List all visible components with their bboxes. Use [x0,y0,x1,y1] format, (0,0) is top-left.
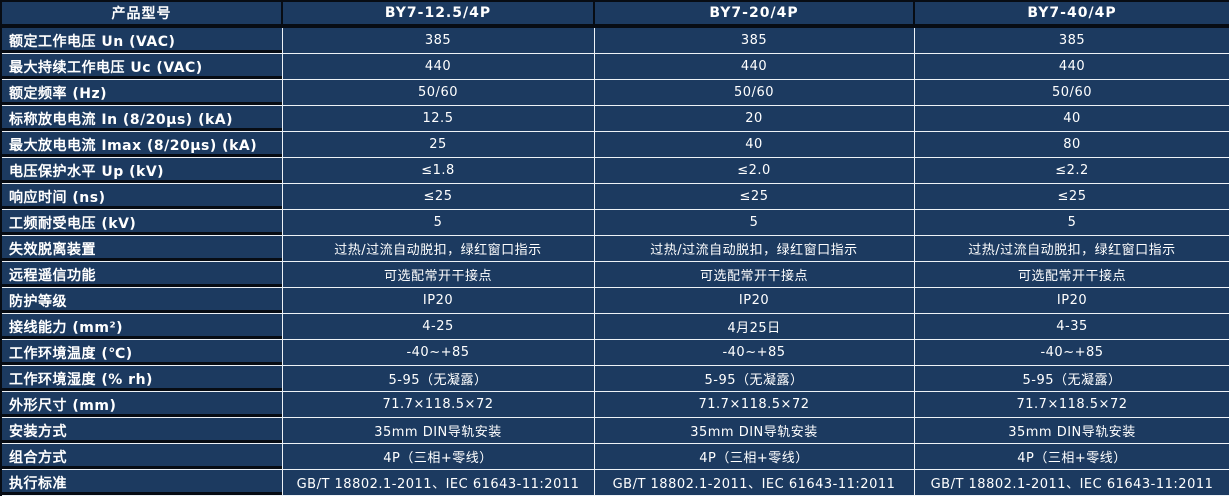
cell-value: IP20 [281,287,595,314]
row-label: 组合方式 [0,443,283,470]
table-row: 最大放电电流 Imax (8/20μs) (kA) 25 40 80 [0,131,1229,158]
cell-value: 过热/过流自动脱扣，绿红窗口指示 [913,235,1229,262]
cell-value: 5-95（无凝露） [913,365,1229,392]
cell-value: 440 [913,53,1229,80]
cell-value: 80 [913,131,1229,158]
table-row: 工作环境湿度 (% rh) 5-95（无凝露） 5-95（无凝露） 5-95（无凝露） [0,365,1229,392]
table-row: 最大持续工作电压 Uc (VAC) 440 440 440 [0,53,1229,80]
cell-value: 385 [281,25,595,54]
cell-value: 35mm DIN导轨安装 [913,417,1229,444]
cell-value: 12.5 [281,105,595,132]
table-row: 外形尺寸 (mm) 71.7×118.5×72 71.7×118.5×72 71.7×… [0,391,1229,418]
cell-value: 4P（三相+零线） [281,443,595,470]
cell-value: 385 [593,25,915,54]
row-label: 工作环境湿度 (% rh) [0,365,283,392]
cell-value: 71.7×118.5×72 [281,391,595,418]
row-label: 接线能力 (mm²) [0,313,283,340]
cell-value: ≤25 [913,183,1229,210]
row-label: 电压保护水平 Up (kV) [0,157,283,184]
cell-value: 5 [281,209,595,236]
table-row: 组合方式 4P（三相+零线） 4P（三相+零线） 4P（三相+零线） [0,443,1229,470]
cell-value: 440 [281,53,595,80]
cell-value: IP20 [913,287,1229,314]
row-label: 失效脱离装置 [0,235,283,262]
cell-value: 71.7×118.5×72 [593,391,915,418]
row-label: 安装方式 [0,417,283,444]
cell-value: 可选配常开干接点 [913,261,1229,288]
table-row: 安装方式 35mm DIN导轨安装 35mm DIN导轨安装 35mm DIN导轨安装 [0,417,1229,444]
cell-value: GB/T 18802.1-2011、IEC 61643-11:2011 [593,469,915,496]
row-label: 远程遥信功能 [0,261,283,288]
cell-value: GB/T 18802.1-2011、IEC 61643-11:2011 [281,469,595,496]
cell-value: 4-25 [281,313,595,340]
table-row: 额定频率 (Hz) 50/60 50/60 50/60 [0,79,1229,106]
cell-value: GB/T 18802.1-2011、IEC 61643-11:2011 [913,469,1229,496]
row-label: 防护等级 [0,287,283,314]
spec-table-body: 额定工作电压 Un (VAC) 385 385 385 最大持续工作电压 Uc (VAC… [0,25,1229,496]
cell-value: -40~+85 [281,339,595,366]
model-header-row: 产品型号 BY7-12.5/4P BY7-20/4P BY7-40/4P [0,0,1229,28]
cell-value: ≤25 [281,183,595,210]
cell-value: 35mm DIN导轨安装 [593,417,915,444]
row-label: 最大持续工作电压 Uc (VAC) [0,53,283,80]
row-label: 额定频率 (Hz) [0,79,283,106]
cell-value: 5 [593,209,915,236]
cell-value: 40 [913,105,1229,132]
table-row: 工作环境温度 (℃) -40~+85 -40~+85 -40~+85 [0,339,1229,366]
table-row: 远程遥信功能 可选配常开干接点 可选配常开干接点 可选配常开干接点 [0,261,1229,288]
column-header-model-2: BY7-20/4P [593,0,915,28]
cell-value: -40~+85 [913,339,1229,366]
column-header-model-1: BY7-12.5/4P [281,0,595,28]
row-label: 工频耐受电压 (kV) [0,209,283,236]
cell-value: 385 [913,25,1229,54]
cell-value: 5-95（无凝露） [593,365,915,392]
cell-value: 可选配常开干接点 [593,261,915,288]
cell-value: 40 [593,131,915,158]
row-label: 响应时间 (ns) [0,183,283,210]
row-label: 最大放电电流 Imax (8/20μs) (kA) [0,131,283,158]
cell-value: ≤25 [593,183,915,210]
row-label: 额定工作电压 Un (VAC) [0,25,283,54]
cell-value: 4P（三相+零线） [913,443,1229,470]
table-row: 响应时间 (ns) ≤25 ≤25 ≤25 [0,183,1229,210]
cell-value: 35mm DIN导轨安装 [281,417,595,444]
column-header-product-model: 产品型号 [0,0,283,28]
cell-value: 20 [593,105,915,132]
cell-value: IP20 [593,287,915,314]
cell-value: 5 [913,209,1229,236]
table-row: 防护等级 IP20 IP20 IP20 [0,287,1229,314]
table-row: 工频耐受电压 (kV) 5 5 5 [0,209,1229,236]
cell-value: 440 [593,53,915,80]
cell-value: 4-35 [913,313,1229,340]
column-header-model-3: BY7-40/4P [913,0,1229,28]
cell-value: 过热/过流自动脱扣，绿红窗口指示 [281,235,595,262]
table-row: 执行标准 GB/T 18802.1-2011、IEC 61643-11:2011 G… [0,469,1229,496]
cell-value: 过热/过流自动脱扣，绿红窗口指示 [593,235,915,262]
table-row: 失效脱离装置 过热/过流自动脱扣，绿红窗口指示 过热/过流自动脱扣，绿红窗口指示 过热… [0,235,1229,262]
table-row: 电压保护水平 Up (kV) ≤1.8 ≤2.0 ≤2.2 [0,157,1229,184]
cell-value: ≤2.2 [913,157,1229,184]
cell-value: 25 [281,131,595,158]
cell-value: -40~+85 [593,339,915,366]
table-row: 接线能力 (mm²) 4-25 4月25日 4-35 [0,313,1229,340]
cell-value: 4P（三相+零线） [593,443,915,470]
cell-value: 50/60 [593,79,915,106]
cell-value: ≤2.0 [593,157,915,184]
cell-value: ≤1.8 [281,157,595,184]
row-label: 外形尺寸 (mm) [0,391,283,418]
cell-value: 5-95（无凝露） [281,365,595,392]
row-label: 标称放电电流 In (8/20μs) (kA) [0,105,283,132]
cell-value: 50/60 [913,79,1229,106]
cell-value: 71.7×118.5×72 [913,391,1229,418]
cell-value: 4月25日 [593,313,915,340]
row-label: 工作环境温度 (℃) [0,339,283,366]
row-label: 执行标准 [0,469,283,496]
table-row: 额定工作电压 Un (VAC) 385 385 385 [0,25,1229,54]
cell-value: 50/60 [281,79,595,106]
table-row: 标称放电电流 In (8/20μs) (kA) 12.5 20 40 [0,105,1229,132]
cell-value: 可选配常开干接点 [281,261,595,288]
